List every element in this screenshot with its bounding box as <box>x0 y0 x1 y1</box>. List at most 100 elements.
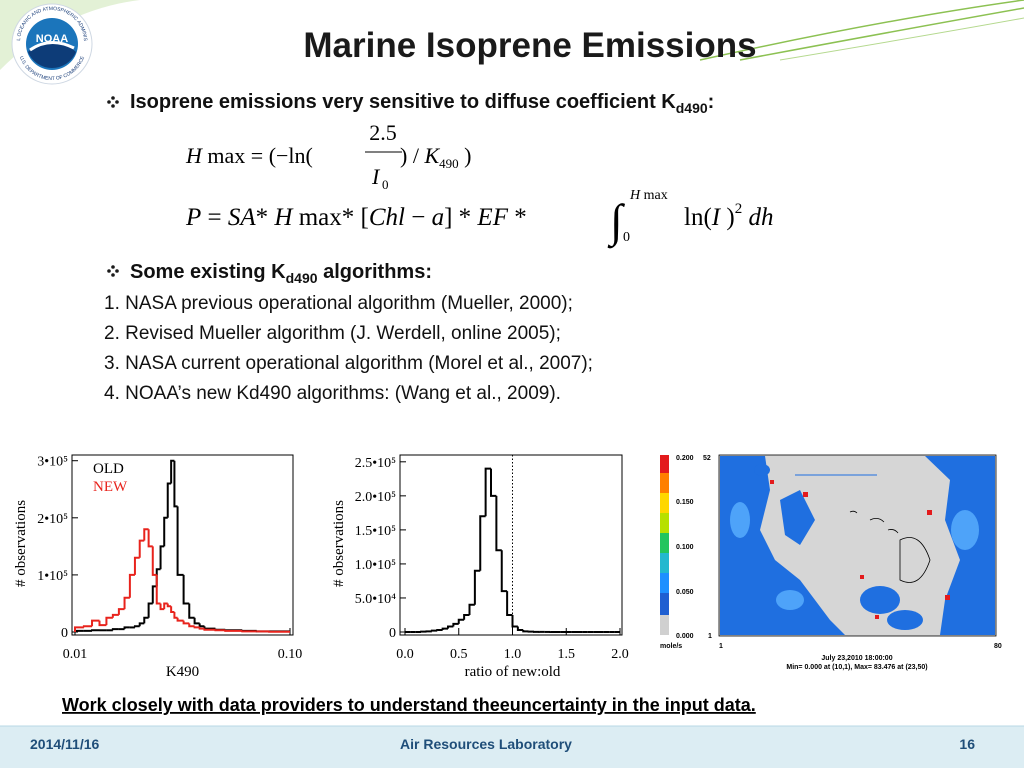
histogram-step <box>159 545 165 570</box>
histogram-step <box>159 603 165 611</box>
histogram-step <box>176 506 184 576</box>
eq-part: I <box>371 164 381 189</box>
histogram-step <box>463 613 470 620</box>
bullet-tail: algorithms: <box>318 261 432 283</box>
histogram-step <box>111 628 119 631</box>
histogram-step <box>98 620 107 627</box>
eq-text: H max = (−ln( <box>185 143 313 168</box>
integral: ∫ <box>607 195 625 249</box>
x-tick-label: 1.0 <box>504 647 522 662</box>
histogram-step <box>214 629 226 632</box>
eq-part: ) <box>720 204 735 231</box>
histogram-step <box>203 626 216 630</box>
colorbar-segment <box>660 573 669 593</box>
eq-part: EF <box>476 204 508 231</box>
histogram-step <box>105 616 113 626</box>
list-item: 1. NASA previous operational algorithm (… <box>104 293 573 314</box>
histogram-step <box>198 627 205 630</box>
eq-part: ) / <box>400 143 424 168</box>
histogram-step <box>468 603 475 615</box>
eq-part: * <box>508 204 527 231</box>
eq-part: P <box>185 204 201 231</box>
eq-part: I <box>711 204 722 231</box>
histogram-step <box>224 629 243 632</box>
histogram-step <box>82 625 93 628</box>
histogram-step <box>151 585 157 604</box>
axis-label: 80 <box>994 643 1002 650</box>
eq-part: ] * <box>444 204 477 231</box>
eq-part: − <box>405 204 432 231</box>
histogram-step <box>500 550 508 593</box>
y-tick-label: 1.5•10⁵ <box>355 524 396 539</box>
histogram-step <box>155 574 161 605</box>
equation: H max = (−ln( 2.5 I 0 ) / K490 ) <box>185 120 471 192</box>
eq-text: H max <box>629 188 668 203</box>
x-axis-label: K490 <box>166 664 199 680</box>
plot-frame <box>71 454 294 636</box>
swoosh <box>739 7 1024 61</box>
y-tick-label: 0 <box>389 626 396 641</box>
bullet-icon <box>107 265 119 277</box>
island-outline <box>849 510 899 534</box>
histogram-step <box>74 626 84 632</box>
histogram-step <box>123 626 130 630</box>
note: Work closely with data providers to unde… <box>62 695 756 715</box>
footer-date: 2014/11/16 <box>30 736 100 752</box>
eq-part: a <box>432 204 445 231</box>
histogram-step <box>138 622 145 627</box>
bullet: Some existing Kd490 algorithms: <box>130 261 432 286</box>
histogram-step <box>447 625 454 629</box>
eq-part: 2 <box>735 201 743 217</box>
colorbar-label: 0.150 <box>676 499 694 506</box>
histogram-step <box>91 629 100 632</box>
bullet-text: Some existing K <box>130 261 286 283</box>
y-tick-label: 3•10⁵ <box>37 455 68 470</box>
equation: P = SA* H max* [Chl − a] * EF * ∫ H max … <box>185 188 773 249</box>
y-axis-label: # observations <box>13 500 29 587</box>
list: 1. NASA previous operational algorithm (… <box>104 293 593 404</box>
axis-label: 1 <box>719 643 723 650</box>
eq-part: dh <box>742 204 773 231</box>
map-caption: July 23,2010 18:00:00 <box>821 655 892 662</box>
histogram-step <box>151 546 157 576</box>
histogram-step <box>203 628 216 631</box>
colorbar-labels: 0.200 0.150 0.100 0.050 0.000 mole/s 52 … <box>660 455 1002 671</box>
subscript: d490 <box>286 270 318 286</box>
colorbar-segment <box>660 455 669 473</box>
x-tick-label: 0.0 <box>396 647 414 662</box>
charts: 0 1•10⁵ 2•10⁵ 3•10⁵ 0.01 0.10 K490 # observatio… <box>13 454 629 680</box>
map-field <box>720 456 995 635</box>
histogram-step <box>147 529 153 548</box>
list-item: 2. Revised Mueller algorithm (J. Werdell… <box>104 323 561 344</box>
y-tick-label: 2.0•10⁵ <box>355 490 396 505</box>
histogram-step <box>490 468 497 497</box>
x-tick-label: 0.5 <box>450 647 468 662</box>
y-tick-label: 1•10⁵ <box>37 569 68 584</box>
histogram-step <box>193 617 200 625</box>
axis-label: 1 <box>708 633 712 640</box>
island-outline <box>899 537 931 583</box>
histogram-step <box>198 623 205 628</box>
histogram-step <box>143 528 149 541</box>
histogram-step <box>173 460 178 508</box>
histogram-step <box>133 556 140 575</box>
bullet-icon <box>107 96 119 108</box>
map-stats: Min= 0.000 at (10,1), Max= 83.476 at (23… <box>786 664 927 671</box>
eq-part: ln( <box>684 204 712 231</box>
y-tick-label: 5.0•10⁴ <box>355 592 396 607</box>
colorbar-segment <box>660 473 669 493</box>
y-tick-label: 2.5•10⁵ <box>355 456 396 471</box>
histogram-step <box>193 626 200 629</box>
histogram-step <box>138 539 145 558</box>
list-item: 4. NOAA’s new Kd490 algorithms: (Wang et… <box>104 383 561 404</box>
bullet-text: Isoprene emissions very sensitive to dif… <box>130 91 676 113</box>
y-tick-label: 0 <box>61 626 68 641</box>
eq-part: 2.5 <box>369 120 397 145</box>
histogram-step <box>241 630 257 633</box>
y-tick-label: 1.0•10⁵ <box>355 558 396 573</box>
histogram-step <box>163 602 168 610</box>
swoosh <box>779 17 1024 61</box>
eq-part: = <box>201 204 228 231</box>
eq-part: H <box>629 188 641 203</box>
